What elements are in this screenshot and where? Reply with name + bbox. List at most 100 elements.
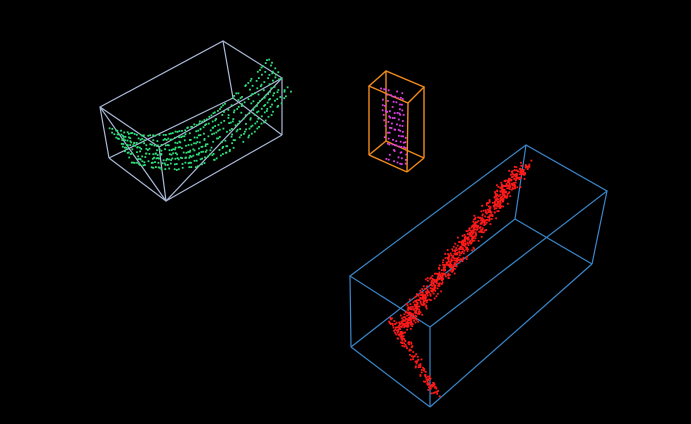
- point: [214, 119, 217, 122]
- point: [215, 131, 218, 134]
- point: [286, 86, 289, 89]
- point: [164, 168, 167, 170]
- point: [431, 277, 434, 280]
- point: [232, 146, 235, 149]
- point: [446, 256, 449, 259]
- point: [255, 80, 258, 82]
- point: [428, 298, 431, 301]
- point: [473, 214, 476, 217]
- point: [508, 181, 510, 183]
- point: [468, 232, 471, 234]
- point: [520, 170, 523, 172]
- point: [488, 208, 491, 210]
- point: [465, 246, 467, 249]
- point: [231, 120, 234, 123]
- point: [438, 268, 441, 270]
- point: [185, 151, 188, 154]
- point: [481, 222, 483, 225]
- point: [524, 173, 526, 176]
- point: [386, 142, 389, 145]
- point: [404, 319, 406, 322]
- point: [133, 162, 136, 164]
- point: [511, 176, 513, 178]
- point: [126, 139, 129, 142]
- point: [465, 248, 468, 251]
- point: [499, 201, 502, 204]
- point: [401, 92, 404, 95]
- point: [463, 249, 466, 252]
- point: [162, 159, 165, 162]
- red-object-bbox-edge: [591, 190, 608, 265]
- point: [471, 239, 474, 242]
- point: [122, 136, 125, 138]
- point: [447, 257, 450, 260]
- point: [496, 205, 499, 208]
- point: [503, 196, 506, 198]
- point: [264, 119, 267, 122]
- point: [471, 236, 474, 238]
- point: [418, 313, 421, 315]
- point: [476, 225, 479, 228]
- point: [487, 202, 490, 204]
- point: [117, 137, 119, 140]
- green-object-bbox-edge: [222, 40, 234, 99]
- point: [494, 191, 496, 193]
- point: [389, 110, 391, 113]
- point: [480, 235, 483, 238]
- point: [482, 220, 484, 223]
- point: [477, 240, 480, 242]
- point: [131, 148, 134, 151]
- point: [128, 132, 130, 135]
- point: [245, 123, 247, 125]
- point: [394, 95, 397, 98]
- point: [463, 245, 466, 247]
- point: [184, 129, 187, 132]
- point: [412, 313, 414, 315]
- point: [501, 191, 504, 194]
- point: [426, 299, 429, 302]
- point: [387, 89, 390, 92]
- point: [266, 59, 268, 61]
- point: [155, 166, 157, 168]
- point: [394, 328, 397, 331]
- point: [454, 263, 456, 265]
- point: [453, 262, 456, 264]
- point: [438, 264, 441, 267]
- point: [136, 146, 139, 148]
- point: [189, 139, 192, 141]
- point: [436, 292, 439, 295]
- point: [138, 163, 140, 165]
- point: [176, 131, 179, 133]
- point: [488, 201, 491, 203]
- point: [259, 100, 261, 102]
- point: [143, 139, 146, 141]
- point: [399, 140, 402, 143]
- point: [244, 130, 246, 133]
- point: [424, 287, 426, 290]
- point: [408, 311, 410, 314]
- point: [466, 230, 469, 233]
- point: [402, 114, 405, 116]
- point: [198, 152, 200, 154]
- point: [383, 136, 386, 139]
- point: [462, 243, 465, 246]
- point: [268, 58, 271, 61]
- point: [226, 145, 229, 148]
- point: [214, 125, 216, 127]
- point: [430, 387, 432, 390]
- point: [412, 314, 415, 316]
- point: [175, 163, 178, 165]
- point: [419, 363, 422, 365]
- point: [442, 259, 445, 261]
- point: [452, 265, 454, 268]
- point: [201, 145, 204, 148]
- point: [456, 251, 459, 254]
- point: [177, 158, 180, 161]
- point: [443, 272, 446, 275]
- point: [430, 289, 432, 292]
- point: [204, 124, 206, 126]
- point: [388, 143, 391, 146]
- point: [485, 204, 488, 206]
- point: [396, 112, 399, 114]
- point: [496, 193, 498, 196]
